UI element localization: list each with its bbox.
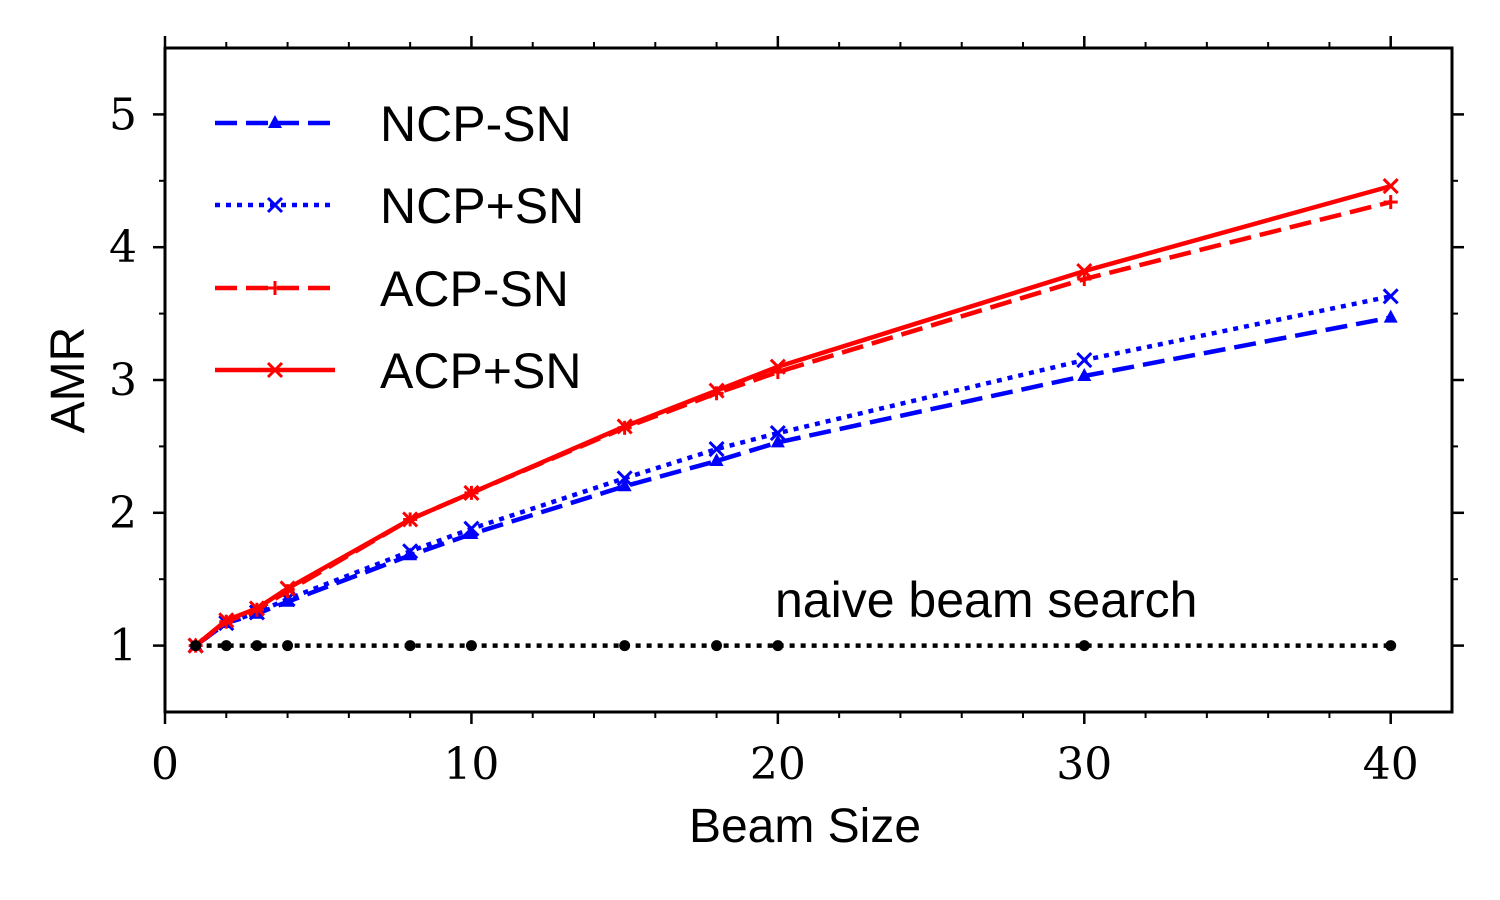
data-point-acp-sn bbox=[1077, 272, 1092, 287]
data-point-acp-plus-sn-stroke bbox=[708, 382, 725, 399]
data-point-acp-plus-sn bbox=[402, 511, 419, 528]
x-tick-label: 20 bbox=[750, 739, 806, 790]
data-point-acp-plus-sn-stroke bbox=[218, 612, 235, 629]
data-point-acp-plus-sn bbox=[708, 382, 725, 399]
data-point-acp-plus-sn bbox=[463, 484, 480, 501]
legend-label-acp-plus-sn: ACP+SN bbox=[380, 343, 581, 399]
y-tick-label: 1 bbox=[109, 621, 137, 672]
axis-ticks: 0 10 20 30 40 1 2 3 4 5 bbox=[109, 36, 1464, 790]
data-point-ncp-plus-sn bbox=[708, 440, 725, 458]
data-point-naive-beam-search bbox=[772, 640, 784, 652]
data-point-naive-beam-search bbox=[404, 640, 416, 652]
data-point-acp-plus-sn-stroke bbox=[769, 358, 786, 375]
x-tick-label: 30 bbox=[1056, 739, 1112, 790]
data-point-ncp-plus-sn-stroke bbox=[1382, 288, 1399, 305]
y-tick-label: 4 bbox=[109, 222, 137, 273]
data-point-ncp-sn bbox=[1077, 368, 1092, 382]
data-point-naive-beam-search bbox=[1078, 640, 1090, 652]
data-point-acp-plus-sn bbox=[218, 612, 235, 629]
data-point-ncp-sn bbox=[1383, 309, 1398, 323]
data-point-ncp-plus-sn bbox=[616, 470, 633, 487]
y-tick-label: 2 bbox=[109, 488, 137, 539]
data-point-ncp-sn bbox=[709, 453, 724, 467]
data-point-ncp-plus-sn-stroke bbox=[769, 425, 786, 442]
data-point-acp-plus-sn-stroke bbox=[1382, 178, 1399, 195]
data-point-acp-plus-sn-stroke bbox=[248, 600, 265, 617]
legend-marker-acp-sn bbox=[268, 281, 282, 295]
data-point-naive-beam-search bbox=[251, 640, 263, 652]
legend-label-acp-sn: ACP-SN bbox=[380, 261, 569, 317]
data-point-naive-beam-search bbox=[220, 640, 232, 652]
data-point-acp-plus-sn bbox=[769, 358, 786, 375]
legend-marker-acp-plus-sn-stroke bbox=[266, 361, 284, 379]
series-group bbox=[187, 178, 1399, 654]
data-point-ncp-plus-sn bbox=[463, 520, 480, 537]
data-point-acp-plus-sn bbox=[616, 418, 633, 435]
legend-label-ncp-sn: NCP-SN bbox=[380, 96, 572, 152]
data-point-ncp-sn bbox=[617, 478, 632, 492]
data-point-acp-plus-sn bbox=[279, 580, 296, 597]
y-axis-label: AMR bbox=[42, 327, 95, 434]
data-point-acp-plus-sn-stroke bbox=[402, 511, 419, 528]
legend-marker-ncp-sn bbox=[268, 115, 282, 128]
data-point-ncp-plus-sn-stroke bbox=[463, 520, 480, 537]
x-tick-label: 40 bbox=[1363, 739, 1419, 790]
data-point-ncp-plus-sn bbox=[402, 543, 419, 560]
data-point-naive-beam-search bbox=[190, 640, 202, 652]
data-point-ncp-sn bbox=[403, 547, 418, 561]
data-point-acp-plus-sn-stroke bbox=[463, 484, 480, 501]
x-axis-label: Beam Size bbox=[689, 800, 921, 853]
y-tick-label: 5 bbox=[109, 89, 137, 140]
legend-marker-ncp-plus-sn bbox=[266, 196, 284, 214]
data-point-acp-plus-sn-stroke bbox=[616, 418, 633, 435]
legend-marker-acp-plus-sn bbox=[266, 361, 284, 379]
legend: NCP-SN NCP+SN ACP-SN ACP+SN bbox=[215, 96, 584, 399]
data-point-ncp-plus-sn bbox=[769, 425, 786, 442]
data-point-naive-beam-search bbox=[619, 640, 631, 652]
x-tick-label: 0 bbox=[151, 739, 179, 790]
legend-marker-ncp-plus-sn-stroke bbox=[266, 196, 284, 214]
data-point-acp-plus-sn-stroke bbox=[1076, 263, 1093, 280]
data-point-naive-beam-search bbox=[711, 640, 723, 652]
data-point-ncp-plus-sn-stroke bbox=[1076, 352, 1093, 369]
data-point-ncp-plus-sn bbox=[1076, 352, 1093, 369]
x-tick-label: 10 bbox=[443, 739, 499, 790]
data-point-acp-plus-sn bbox=[1382, 178, 1399, 195]
data-point-naive-beam-search bbox=[465, 640, 477, 652]
naive-beam-search-annotation: naive beam search bbox=[775, 572, 1197, 628]
data-point-acp-plus-sn bbox=[1076, 263, 1093, 280]
data-point-acp-sn bbox=[1383, 195, 1398, 210]
data-point-ncp-sn bbox=[770, 434, 785, 448]
data-point-ncp-plus-sn-stroke bbox=[708, 440, 725, 458]
data-point-naive-beam-search bbox=[1385, 640, 1397, 652]
data-point-ncp-plus-sn-stroke bbox=[616, 470, 633, 487]
data-point-acp-plus-sn bbox=[248, 600, 265, 617]
legend-label-ncp-plus-sn: NCP+SN bbox=[380, 178, 584, 234]
data-point-ncp-sn bbox=[464, 526, 479, 540]
data-point-ncp-plus-sn-stroke bbox=[402, 543, 419, 560]
data-point-naive-beam-search bbox=[282, 640, 294, 652]
y-tick-label: 3 bbox=[109, 355, 137, 406]
data-point-acp-plus-sn-stroke bbox=[279, 580, 296, 597]
data-point-ncp-plus-sn bbox=[1382, 288, 1399, 305]
